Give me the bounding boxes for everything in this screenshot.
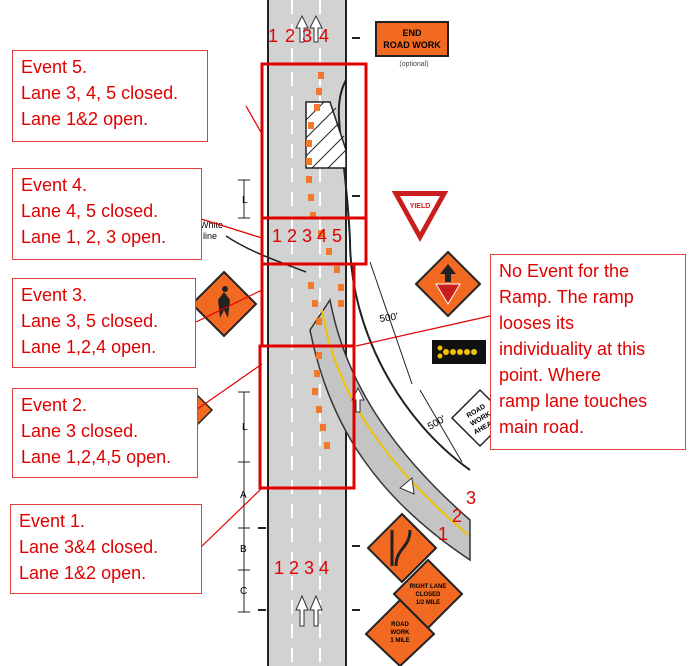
road-work-1-mile-line1: ROAD xyxy=(391,622,409,628)
ramp-note-line6: ramp lane touches xyxy=(499,391,648,411)
yield-sign-inner xyxy=(400,196,440,232)
ramp-lane-number-2: 2 xyxy=(452,506,463,526)
road-work-1-mile-line3: 1 MILE xyxy=(390,638,409,644)
ramp-lane-number-1: 1 xyxy=(438,524,449,544)
ramp-note-line3: looses its xyxy=(499,313,575,333)
yield-ahead-icon xyxy=(435,283,461,305)
event3-callout: Event 3. Lane 3, 5 closed. Lane 1,2,4 op… xyxy=(12,278,196,368)
event4-title: Event 4. xyxy=(21,175,88,195)
event-boxes xyxy=(258,62,368,490)
right-lane-closed-line3: 1/2 MILE xyxy=(416,600,440,606)
dim-C: C xyxy=(240,586,247,597)
road-work-1-mile-sign xyxy=(364,598,436,666)
end-road-work-sign xyxy=(375,21,449,57)
lane-reduction-icon xyxy=(390,529,412,567)
dim-L-top: L xyxy=(242,195,248,206)
right-lane-closed-line2: CLOSED xyxy=(415,592,441,598)
event2-open: Lane 1,2,4,5 open. xyxy=(21,447,172,467)
ramp-lane-number-3: 3 xyxy=(466,488,477,508)
lane-numbers-top: 1 2 3 4 xyxy=(268,26,331,46)
ramp-note-line4: individuality at this xyxy=(499,339,646,359)
event4-closed: Lane 4, 5 closed. xyxy=(21,201,159,221)
right-lane-closed-line1: RIGHT LANE xyxy=(410,584,447,590)
event5-open: Lane 1&2 open. xyxy=(21,109,149,129)
sign-position-ticks xyxy=(258,37,360,611)
ramp-note-line1: No Event for the xyxy=(499,261,630,281)
dim-A: A xyxy=(240,490,247,501)
lane-numbers-middle: 1 2 3 4 5 xyxy=(272,226,343,246)
event5-title: Event 5. xyxy=(21,57,88,77)
worker-icon xyxy=(218,292,230,318)
dim-B: B xyxy=(240,544,247,555)
event3-title: Event 3. xyxy=(21,285,88,305)
ramp-note-line2: Ramp. The ramp xyxy=(499,287,634,307)
event1-closed: Lane 3&4 closed. xyxy=(19,537,159,557)
event2-box xyxy=(258,344,356,490)
white-line-pointer xyxy=(225,235,307,273)
work-area xyxy=(305,101,347,169)
ramp-outer-edge xyxy=(349,239,471,471)
event4-open: Lane 1, 2, 3 open. xyxy=(21,227,167,247)
ramp-yellow-line xyxy=(321,309,469,536)
end-road-work-line2: ROAD WORK xyxy=(383,40,441,50)
channelizer-drums xyxy=(306,72,344,449)
event2-title: Event 2. xyxy=(21,395,88,415)
ramp-note-callout: No Event for the Ramp. The ramp looses i… xyxy=(490,254,686,450)
event2-callout: Event 2. Lane 3 closed. Lane 1,2,4,5 ope… xyxy=(12,388,198,478)
ramp-note-line5: point. Where xyxy=(499,365,602,385)
callout-leaders xyxy=(195,105,491,549)
distance-500-a: 500' xyxy=(379,311,399,324)
white-line-label-2: line xyxy=(203,231,217,241)
event4-callout: Event 4. Lane 4, 5 closed. Lane 1, 2, 3 … xyxy=(12,168,202,260)
partial-orange-sign xyxy=(195,392,214,428)
dim-L-bottom: L xyxy=(242,422,248,433)
dimension-lines xyxy=(238,179,250,613)
ramp-note-line7: main road. xyxy=(499,417,585,437)
event1-title: Event 1. xyxy=(19,511,86,531)
worker-head-icon xyxy=(222,286,228,292)
end-road-work-line1: END xyxy=(402,28,422,38)
lane-numbers-bottom: 1 2 3 4 xyxy=(274,558,330,578)
event3-closed: Lane 3, 5 closed. xyxy=(21,311,159,331)
lane-arrows-top xyxy=(295,14,323,43)
white-line-label: White xyxy=(200,220,223,230)
distance-500-b: 500' xyxy=(426,414,448,433)
event1-callout: Event 1. Lane 3&4 closed. Lane 1&2 open. xyxy=(10,504,202,594)
lane-arrows-bottom xyxy=(295,594,323,627)
arrow-up-icon xyxy=(440,264,456,282)
event5-callout: Event 5. Lane 3, 4, 5 closed. Lane 1&2 o… xyxy=(12,50,208,142)
distance-lines xyxy=(369,261,463,463)
road-work-1-mile-line2: WORK xyxy=(391,630,411,636)
entrance-ramp xyxy=(309,298,471,562)
event2-closed: Lane 3 closed. xyxy=(21,421,139,441)
arrow-board-lights xyxy=(437,345,477,359)
yield-sign-text: YIELD xyxy=(410,203,431,210)
event1-open: Lane 1&2 open. xyxy=(19,563,147,583)
end-road-work-caption: (optional) xyxy=(399,61,428,68)
event5-closed: Lane 3, 4, 5 closed. xyxy=(21,83,179,103)
event3-open: Lane 1,2,4 open. xyxy=(21,337,157,357)
